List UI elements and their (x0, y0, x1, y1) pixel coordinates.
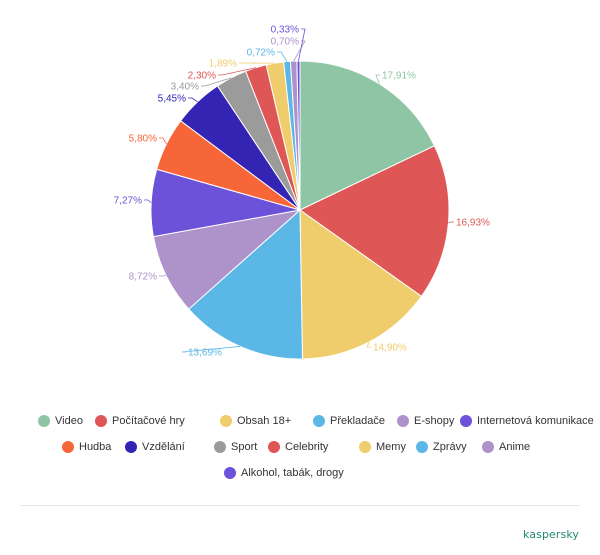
pie-slice (188, 208, 303, 360)
data-label: 16,93% (456, 218, 490, 229)
legend-label: Internetová komunikace (477, 415, 594, 427)
data-label: 7,27% (114, 196, 142, 207)
data-label: 8,72% (129, 272, 157, 283)
legend-item[interactable]: Překladače (313, 415, 385, 427)
label-connector (218, 67, 256, 76)
pie-slice (152, 209, 302, 310)
label-connector (375, 74, 380, 85)
legend-swatch (416, 441, 428, 453)
label-connector (181, 346, 241, 353)
legend-swatch (313, 415, 325, 427)
legend-item[interactable]: Anime (482, 441, 530, 453)
legend-label: Celebrity (285, 441, 329, 453)
legend-swatch (482, 441, 494, 453)
legend-swatch (268, 441, 280, 453)
data-label: 17,91% (382, 71, 416, 82)
label-connector (366, 341, 371, 348)
brand-logo: kaspersky (523, 528, 580, 541)
legend-item[interactable]: Obsah 18+ (220, 415, 291, 427)
legend-swatch (125, 441, 137, 453)
legend-label: Překladače (330, 415, 386, 427)
legend-label: Sport (231, 441, 258, 453)
legend-label: Memy (376, 441, 406, 453)
data-label: 2,30% (188, 71, 216, 82)
data-label: 14,90% (373, 343, 407, 354)
pie-slice (299, 60, 436, 211)
legend-label: Alkohol, tabák, drogy (241, 467, 344, 479)
legend-label: Vzdělání (142, 441, 185, 453)
legend-label: Hudba (79, 441, 112, 453)
pie-slice (299, 209, 423, 360)
legend-label: Obsah 18+ (237, 415, 292, 427)
data-label: 5,80% (129, 134, 157, 145)
legend-label: Video (55, 415, 83, 427)
legend-row: Hudba Vzdělání Sport Celebrity Memy Zprávy Ani… (0, 441, 600, 461)
legend-item[interactable]: Alkohol, tabák, drogy (224, 467, 344, 479)
legend-item[interactable]: Sport (214, 441, 257, 453)
legend-label: Anime (499, 441, 531, 453)
legend-row: Video Počítačové hry Obsah 18+ Překladače E-… (0, 415, 600, 435)
label-connector (448, 221, 454, 224)
legend-item[interactable]: Internetová komunikace (460, 415, 594, 427)
legend-item[interactable]: Vzdělání (125, 441, 185, 453)
data-label: 5,45% (158, 94, 186, 105)
label-connector (144, 199, 152, 204)
legend-label: E-shopy (414, 415, 455, 427)
label-connector (201, 77, 232, 87)
legend-swatch (38, 415, 50, 427)
legend-swatch (460, 415, 472, 427)
label-connector (159, 274, 167, 277)
label-connector (188, 97, 198, 103)
legend-item[interactable]: Zprávy (416, 441, 467, 453)
legend-swatch (62, 441, 74, 453)
legend-swatch (359, 441, 371, 453)
pie-chart: 17,91% 16,93% 14,90% 13,69% 8,72% 7,27% 5,80% 5… (114, 25, 490, 360)
legend-item[interactable]: Hudba (62, 441, 111, 453)
label-connector (159, 137, 167, 145)
pie-slice (296, 60, 301, 211)
legend-item[interactable]: E-shopy (397, 415, 454, 427)
legend-item[interactable]: Počítačové hry (95, 415, 185, 427)
data-label: 0,72% (247, 48, 275, 59)
data-label: 13,69% (188, 348, 222, 359)
label-connector (277, 51, 288, 62)
legend-swatch (220, 415, 232, 427)
legend-row: Alkohol, tabák, drogy (0, 467, 600, 487)
legend-label: Zprávy (433, 441, 467, 453)
legend-swatch (397, 415, 409, 427)
legend-swatch (95, 415, 107, 427)
data-label: 3,40% (171, 82, 199, 93)
data-label: 0,33% (271, 25, 299, 36)
legend-swatch (214, 441, 226, 453)
data-label: 1,89% (209, 59, 237, 70)
legend-item[interactable]: Celebrity (268, 441, 328, 453)
label-connector (298, 28, 306, 62)
legend-label: Počítačové hry (112, 415, 185, 427)
legend-item[interactable]: Memy (359, 441, 406, 453)
data-label: 0,70% (271, 37, 299, 48)
legend-swatch (224, 467, 236, 479)
legend-item[interactable]: Video (38, 415, 83, 427)
footer-divider (20, 505, 580, 506)
